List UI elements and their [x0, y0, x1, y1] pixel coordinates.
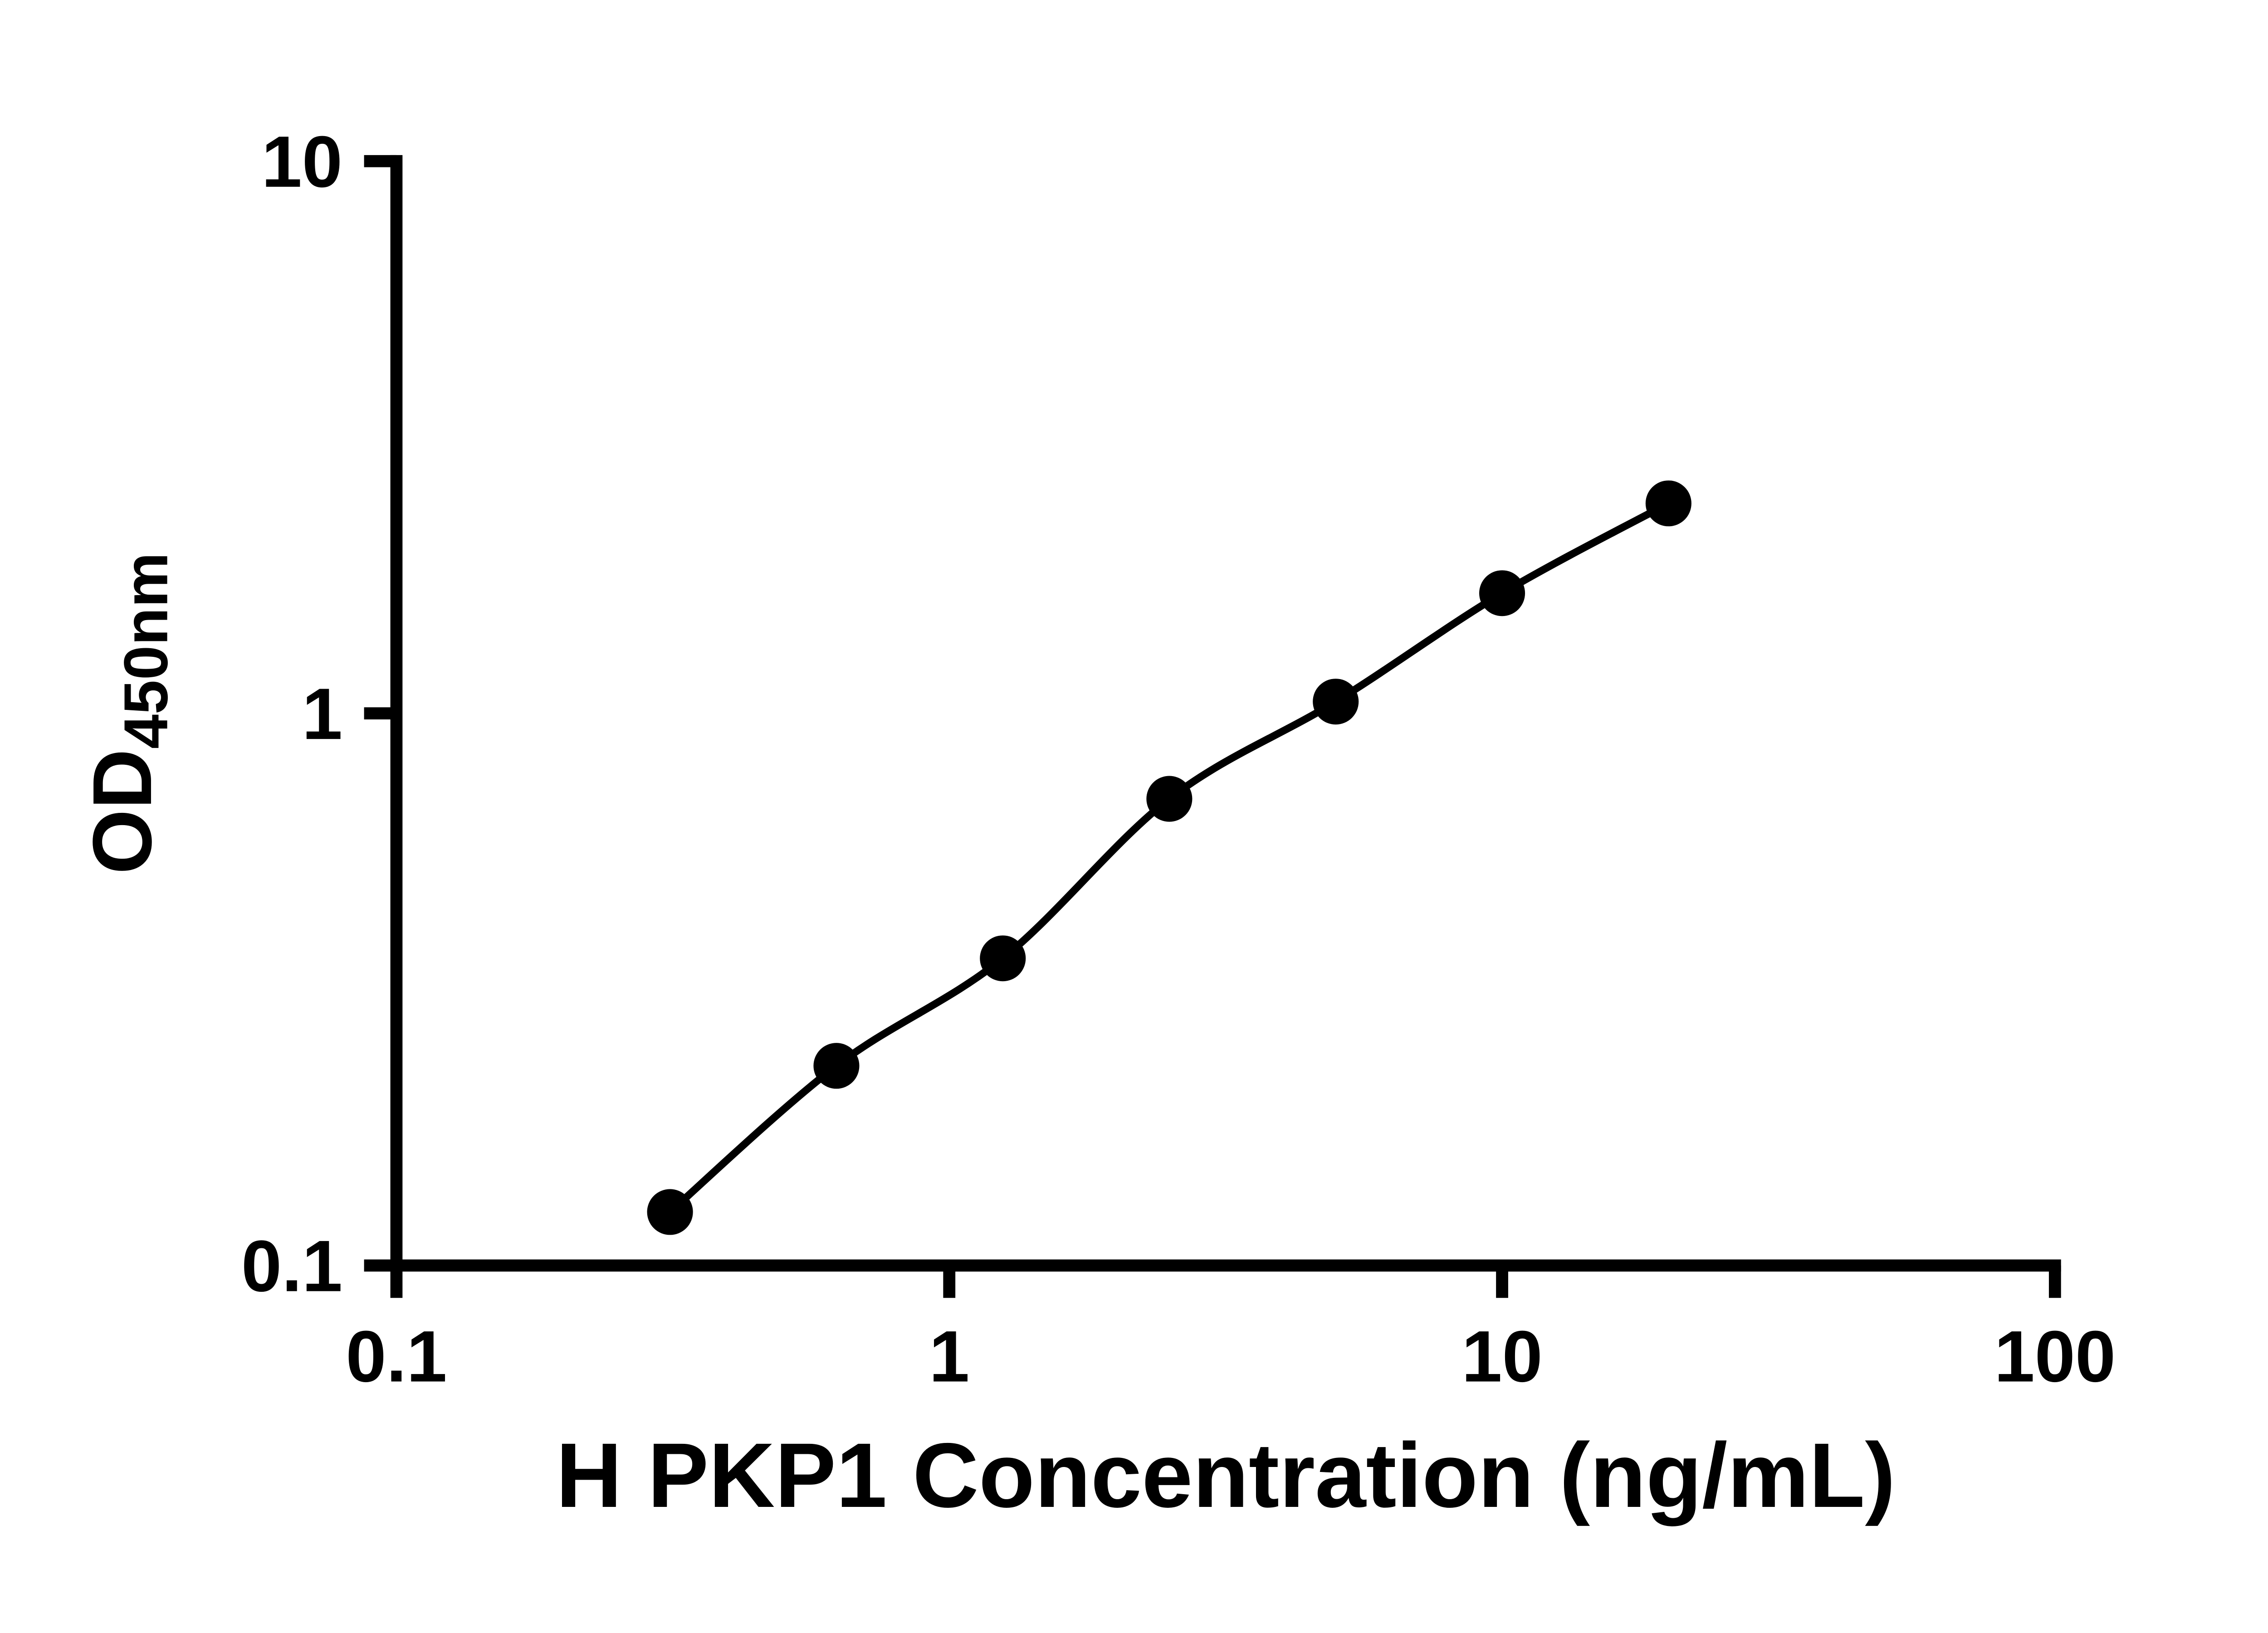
y-axis-title-sub: 450nm [111, 552, 181, 749]
x-tick-label: 0.1 [346, 1316, 447, 1398]
y-axis-title: OD450nm [76, 552, 181, 875]
tick-marks [364, 155, 2061, 1298]
data-point-marker [1645, 480, 1691, 527]
tick-labels: 0.1 1 10 100 0.1 1 10 [241, 122, 2116, 1398]
data-point-marker [813, 1043, 860, 1089]
data-point-marker [1313, 679, 1359, 725]
axis-line [390, 155, 2061, 1272]
y-tick-label: 0.1 [241, 1226, 342, 1307]
data-point-marker [647, 1189, 693, 1235]
x-tick-label: 1 [929, 1316, 969, 1398]
data-point-marker [1146, 776, 1193, 822]
axes [390, 155, 2061, 1272]
y-tick-label: 10 [262, 122, 343, 203]
x-tick-label: 100 [1994, 1316, 2116, 1398]
data-point-marker [1479, 570, 1525, 616]
y-tick-label: 1 [302, 674, 342, 755]
fit-curve [667, 500, 1671, 1215]
x-axis-title: H PKP1 Concentration (ng/mL) [556, 1424, 1895, 1526]
y-axis-title-main: OD [76, 749, 169, 874]
data-points [647, 480, 1691, 1235]
data-point-marker [980, 935, 1026, 982]
standard-curve-line [667, 500, 1671, 1215]
x-tick-label: 10 [1461, 1316, 1543, 1398]
